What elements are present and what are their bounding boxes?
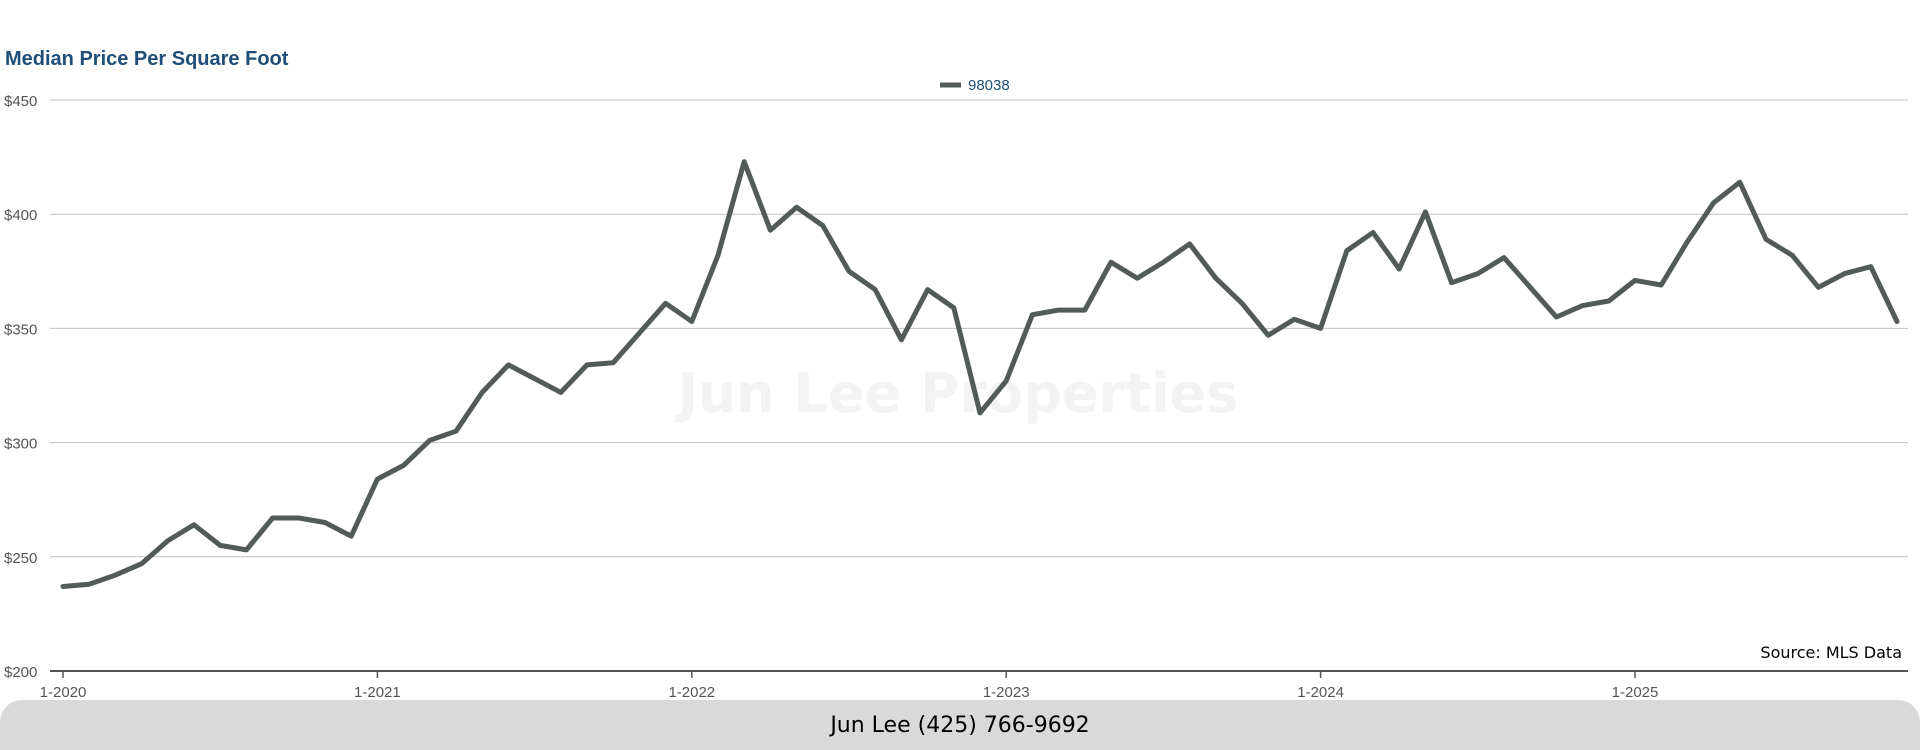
footer-bar: Jun Lee (425) 766-9692 xyxy=(0,700,1920,750)
watermark: Jun Lee Properties xyxy=(674,362,1239,425)
y-axis-tick-labels: $200 $250 $300 $350 $400 $450 xyxy=(4,93,37,681)
x-tick-label: 1-2025 xyxy=(1612,684,1659,700)
legend-label-98038: 98038 xyxy=(968,77,1010,94)
y-tick-label: $450 xyxy=(4,93,37,110)
source-annotation: Source: MLS Data xyxy=(1760,643,1902,662)
chart-title: Median Price Per Square Foot xyxy=(5,48,289,70)
legend: 98038 xyxy=(940,77,1010,94)
footer-contact: Jun Lee (425) 766-9692 xyxy=(830,712,1090,738)
x-tick-label: 1-2023 xyxy=(983,684,1030,700)
x-tick-label: 1-2020 xyxy=(40,684,87,700)
y-tick-label: $300 xyxy=(4,436,37,453)
x-tick-label: 1-2022 xyxy=(668,684,715,700)
series-group xyxy=(60,159,1900,589)
x-tick-label: 1-2024 xyxy=(1297,684,1344,700)
line-chart: Median Price Per Square Foot 98038 Jun L… xyxy=(4,48,1908,700)
x-axis: 1-2020 1-2021 1-2022 1-2023 1-2024 1-2025 xyxy=(40,670,1908,700)
x-tick-label: 1-2021 xyxy=(354,684,401,700)
y-tick-label: $350 xyxy=(4,321,37,338)
y-tick-label: $250 xyxy=(4,550,37,567)
y-tick-label: $200 xyxy=(4,664,37,681)
gridlines xyxy=(50,99,1908,558)
y-tick-label: $400 xyxy=(4,207,37,224)
series-line-98038 xyxy=(60,159,1900,589)
